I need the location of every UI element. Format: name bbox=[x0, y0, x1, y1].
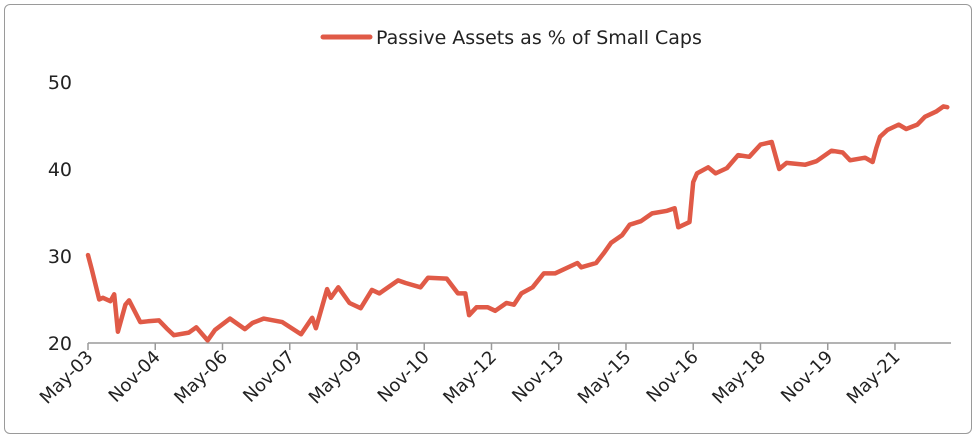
x-tick-label: May-12 bbox=[439, 347, 501, 409]
x-tick-label: Nov-10 bbox=[374, 347, 434, 407]
x-tick-label: Nov-19 bbox=[777, 347, 837, 407]
y-tick-label: 30 bbox=[48, 246, 72, 268]
y-tick-label: 40 bbox=[48, 159, 72, 181]
chart-frame bbox=[4, 4, 972, 434]
x-tick-label: Nov-16 bbox=[643, 347, 703, 407]
y-tick-label: 50 bbox=[48, 72, 72, 94]
series-line bbox=[85, 104, 950, 343]
x-tick-label: May-03 bbox=[36, 347, 98, 409]
legend: Passive Assets as % of Small Caps bbox=[320, 27, 702, 49]
x-tick-label: May-21 bbox=[843, 347, 905, 409]
y-axis: 20 30 40 50 bbox=[48, 72, 72, 355]
x-tick-label: Nov-13 bbox=[508, 347, 568, 407]
y-tick-label: 20 bbox=[48, 333, 72, 355]
x-tick-label: Nov-07 bbox=[239, 347, 299, 407]
x-tick-label: May-09 bbox=[305, 347, 367, 409]
x-tick-label: Nov-04 bbox=[105, 347, 165, 407]
x-axis: May-03 Nov-04 May-06 Nov-07 May-09 Nov-10 May-… bbox=[36, 342, 952, 409]
x-tick-label: May-15 bbox=[574, 347, 636, 409]
plot-area bbox=[85, 104, 950, 343]
x-tick-label: May-06 bbox=[170, 347, 232, 409]
legend-label: Passive Assets as % of Small Caps bbox=[376, 27, 702, 49]
x-tick-label: May-18 bbox=[708, 347, 770, 409]
